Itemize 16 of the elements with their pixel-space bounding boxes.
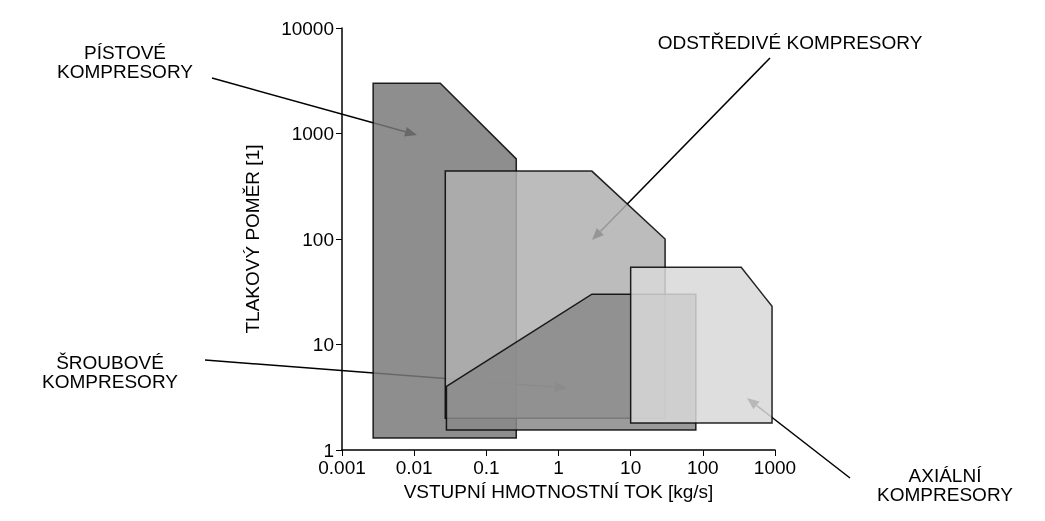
y-tick-label: 10000 bbox=[281, 17, 334, 39]
y-tick-label: 10 bbox=[312, 334, 334, 355]
text: PÍSTOVÉ KOMPRESORY bbox=[57, 42, 194, 82]
text: AXIÁLNÍ KOMPRESORY bbox=[877, 465, 1014, 505]
text: ŠROUBOVÉ KOMPRESORY bbox=[42, 352, 179, 392]
x-tick-label: 0.01 bbox=[395, 457, 433, 478]
x-tick-label: 1000 bbox=[753, 457, 797, 478]
x-tick-label: 10 bbox=[620, 457, 642, 478]
y-tick-label: 1000 bbox=[291, 123, 334, 144]
y-tick-label: 100 bbox=[302, 228, 334, 250]
x-axis-title: VSTUPNÍ HMOTNOSTNÍ TOK [kg/s] bbox=[403, 481, 714, 502]
annotation: ODSTŘEDIVÉ KOMPRESORY bbox=[657, 31, 923, 53]
x-tick-label: 0.1 bbox=[473, 457, 500, 478]
x-tick-label: 100 bbox=[686, 457, 719, 478]
x-tick-label: 1 bbox=[553, 457, 564, 478]
y-axis-title: TLAKOVÝ POMĚR [1] bbox=[242, 144, 263, 334]
